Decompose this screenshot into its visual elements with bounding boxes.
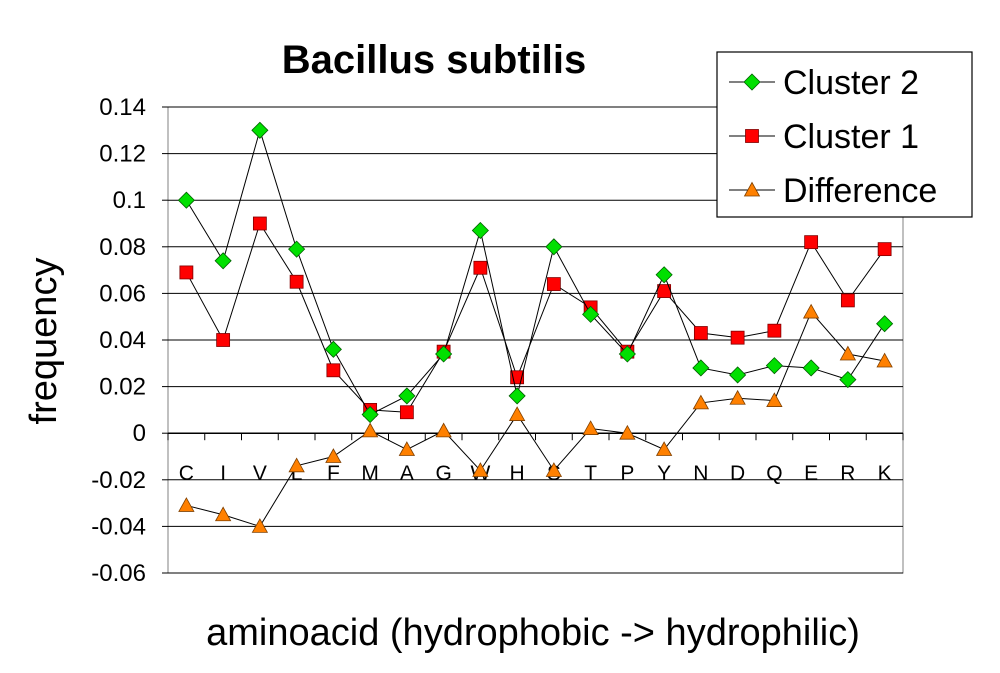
data-point-difference (655, 441, 673, 456)
data-point-difference (178, 497, 195, 512)
data-point-cluster-1 (399, 405, 414, 420)
x-category-label: R (840, 462, 855, 485)
x-category-label: V (253, 462, 267, 485)
data-point-difference (361, 422, 379, 438)
x-category-label: I (220, 462, 226, 485)
x-category-label: P (620, 462, 634, 485)
x-category-label: N (693, 462, 708, 485)
series-difference (178, 303, 893, 533)
legend-label-difference: Difference (783, 172, 937, 210)
data-point-difference (472, 462, 489, 477)
x-category-label: Q (766, 462, 782, 485)
x-category-label: H (510, 462, 525, 485)
legend-marker-cluster-2 (743, 73, 761, 91)
series-cluster-2 (177, 121, 894, 424)
x-category-label: D (730, 462, 745, 485)
data-point-cluster-2 (508, 387, 526, 405)
x-category-label: Y (657, 462, 671, 485)
data-point-cluster-1 (693, 326, 708, 340)
plot-area: 0.14 0.12 0.1 0.08 0.06 0.04 0.02 0 -0.02 -0.04 -0… (91, 94, 904, 587)
data-point-cluster-2 (618, 345, 636, 363)
legend-marker-difference (743, 181, 761, 197)
y-tick-label: 0.14 (99, 94, 146, 121)
data-point-cluster-2 (582, 305, 600, 323)
data-point-cluster-1 (804, 235, 819, 250)
x-category-label: G (435, 462, 451, 485)
data-point-cluster-2 (729, 366, 747, 384)
data-point-cluster-1 (179, 265, 194, 280)
data-point-cluster-1 (473, 260, 488, 275)
data-point-cluster-1 (877, 242, 892, 257)
data-point-difference (582, 420, 599, 435)
chart-title: Bacillus subtilis (282, 38, 587, 82)
data-point-difference (545, 462, 563, 477)
data-point-cluster-2 (251, 121, 269, 139)
data-point-difference (766, 392, 783, 407)
data-point-difference (435, 422, 452, 438)
data-point-difference (802, 303, 820, 319)
x-category-label: F (327, 462, 340, 485)
legend: Cluster 2 Cluster 1 Difference (716, 51, 973, 218)
data-point-cluster-2 (802, 359, 820, 377)
data-point-cluster-2 (398, 387, 416, 405)
x-category-label: M (361, 462, 379, 485)
data-point-cluster-1 (767, 323, 782, 338)
series-line-difference (186, 311, 885, 527)
data-point-difference (692, 394, 710, 410)
data-point-cluster-1 (730, 330, 745, 345)
data-point-difference (251, 518, 269, 533)
data-point-cluster-2 (545, 238, 563, 256)
y-tick-label: 0.06 (99, 280, 146, 307)
data-point-cluster-2 (435, 345, 453, 363)
data-point-difference (288, 457, 305, 473)
data-point-cluster-1 (289, 274, 304, 289)
data-point-cluster-2 (765, 357, 783, 375)
y-tick-label: 0.1 (113, 187, 146, 214)
y-axis-label: frequency (23, 258, 65, 425)
x-category-label: T (584, 462, 597, 485)
x-category-label: K (878, 462, 892, 485)
legend-label-cluster-1: Cluster 1 (783, 118, 919, 156)
y-tick-label: 0.04 (99, 327, 146, 354)
data-point-cluster-2 (839, 371, 857, 389)
data-point-difference (729, 389, 746, 405)
data-point-cluster-2 (324, 340, 342, 358)
data-point-cluster-2 (361, 405, 379, 424)
x-category-label: L (291, 462, 303, 485)
y-tick-label: 0 (133, 420, 146, 447)
data-point-difference (619, 424, 636, 440)
data-point-cluster-2 (471, 221, 489, 240)
legend-marker-cluster-1 (745, 129, 759, 143)
y-tick-label: 0.08 (99, 234, 146, 261)
data-point-difference (508, 406, 526, 421)
data-point-cluster-2 (288, 240, 306, 258)
y-tick-label: 0.02 (99, 374, 146, 401)
data-point-cluster-2 (214, 252, 232, 270)
data-point-difference (325, 448, 342, 463)
data-point-difference (214, 506, 232, 522)
data-point-cluster-2 (177, 191, 195, 209)
data-point-cluster-1 (840, 293, 855, 308)
data-point-cluster-2 (655, 266, 673, 284)
data-point-cluster-1 (216, 333, 231, 347)
data-point-cluster-1 (326, 363, 341, 378)
data-point-cluster-2 (692, 359, 710, 377)
data-point-difference (876, 352, 893, 368)
legend-label-cluster-2: Cluster 2 (783, 64, 919, 102)
x-axis-label: aminoacid (hydrophobic -> hydrophilic) (206, 612, 860, 654)
y-tick-label: -0.04 (91, 513, 146, 540)
data-point-cluster-1 (252, 216, 267, 231)
x-category-label: A (400, 462, 414, 485)
x-category-label: E (804, 462, 818, 485)
data-point-difference (398, 441, 416, 456)
data-point-cluster-1 (546, 277, 561, 291)
data-point-difference (839, 345, 857, 361)
y-tick-label: -0.06 (91, 560, 146, 587)
y-tick-label: -0.02 (91, 467, 146, 494)
x-category-label: C (179, 462, 194, 485)
y-tick-label: 0.12 (99, 141, 146, 168)
data-point-cluster-2 (876, 315, 894, 333)
